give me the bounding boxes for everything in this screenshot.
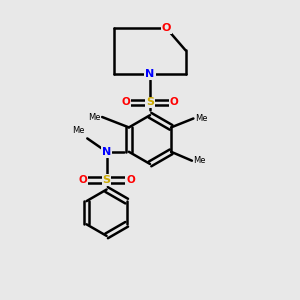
Text: O: O bbox=[126, 175, 135, 185]
Text: Me: Me bbox=[194, 156, 206, 165]
Text: O: O bbox=[170, 98, 179, 107]
Text: S: S bbox=[103, 175, 111, 185]
Text: Me: Me bbox=[88, 112, 101, 122]
Text: O: O bbox=[162, 23, 171, 33]
Text: Me: Me bbox=[72, 126, 85, 135]
Text: O: O bbox=[121, 98, 130, 107]
Text: N: N bbox=[146, 69, 154, 79]
Text: N: N bbox=[102, 147, 111, 157]
Text: Me: Me bbox=[195, 114, 207, 123]
Text: S: S bbox=[146, 98, 154, 107]
Text: O: O bbox=[78, 175, 87, 185]
